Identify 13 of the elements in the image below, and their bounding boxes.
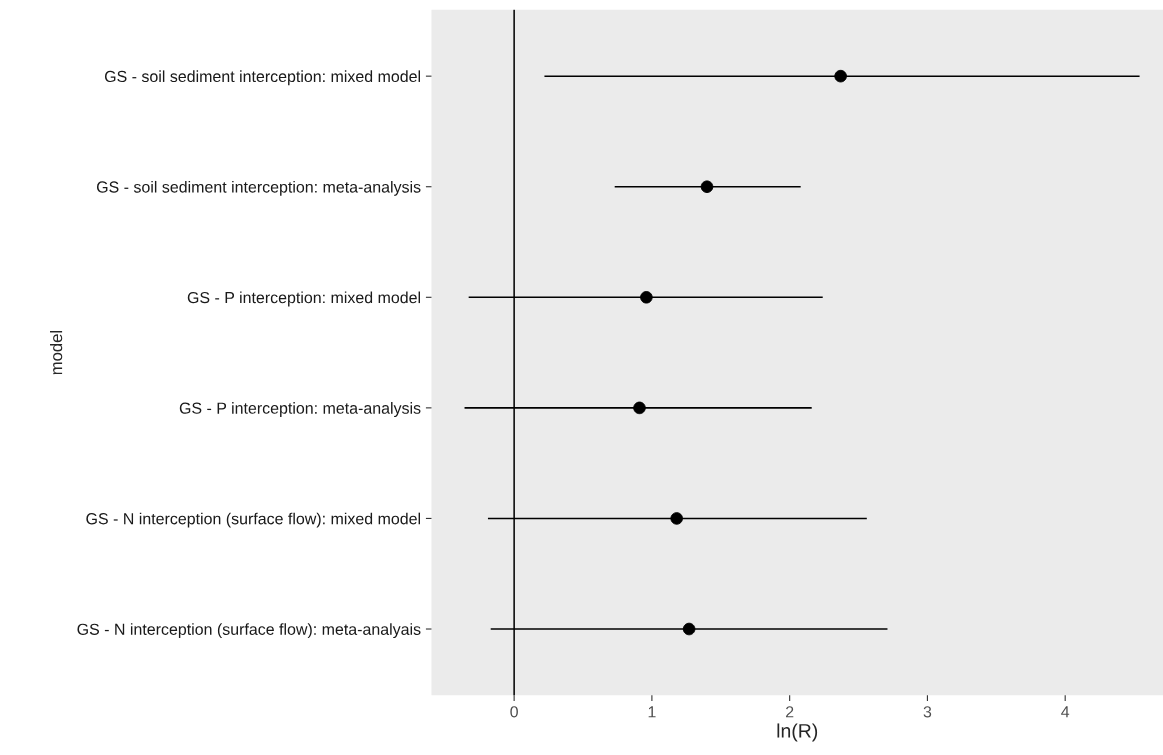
y-tick-label: GS - soil sediment interception: meta-analysis [96, 180, 421, 196]
x-tick-label: 3 [923, 706, 932, 718]
x-axis-title: ln(R) [777, 723, 818, 742]
x-tick-label: 1 [648, 706, 656, 718]
x-tick-label: 0 [510, 706, 518, 718]
x-tick-label: 4 [1061, 706, 1070, 718]
y-tick-label: GS - N interception (surface flow): mixed model [86, 512, 421, 528]
y-tick-label: GS - P interception: meta-analysis [179, 402, 421, 417]
y-tick-label: GS - soil sediment interception: mixed model [104, 70, 421, 86]
y-tick-label: GS - N interception (surface flow): meta-analyais [77, 623, 421, 639]
y-tick-label: GS - P interception: mixed model [187, 291, 420, 307]
x-tick-label: 2 [786, 706, 794, 718]
y-axis-title: model [50, 331, 63, 375]
